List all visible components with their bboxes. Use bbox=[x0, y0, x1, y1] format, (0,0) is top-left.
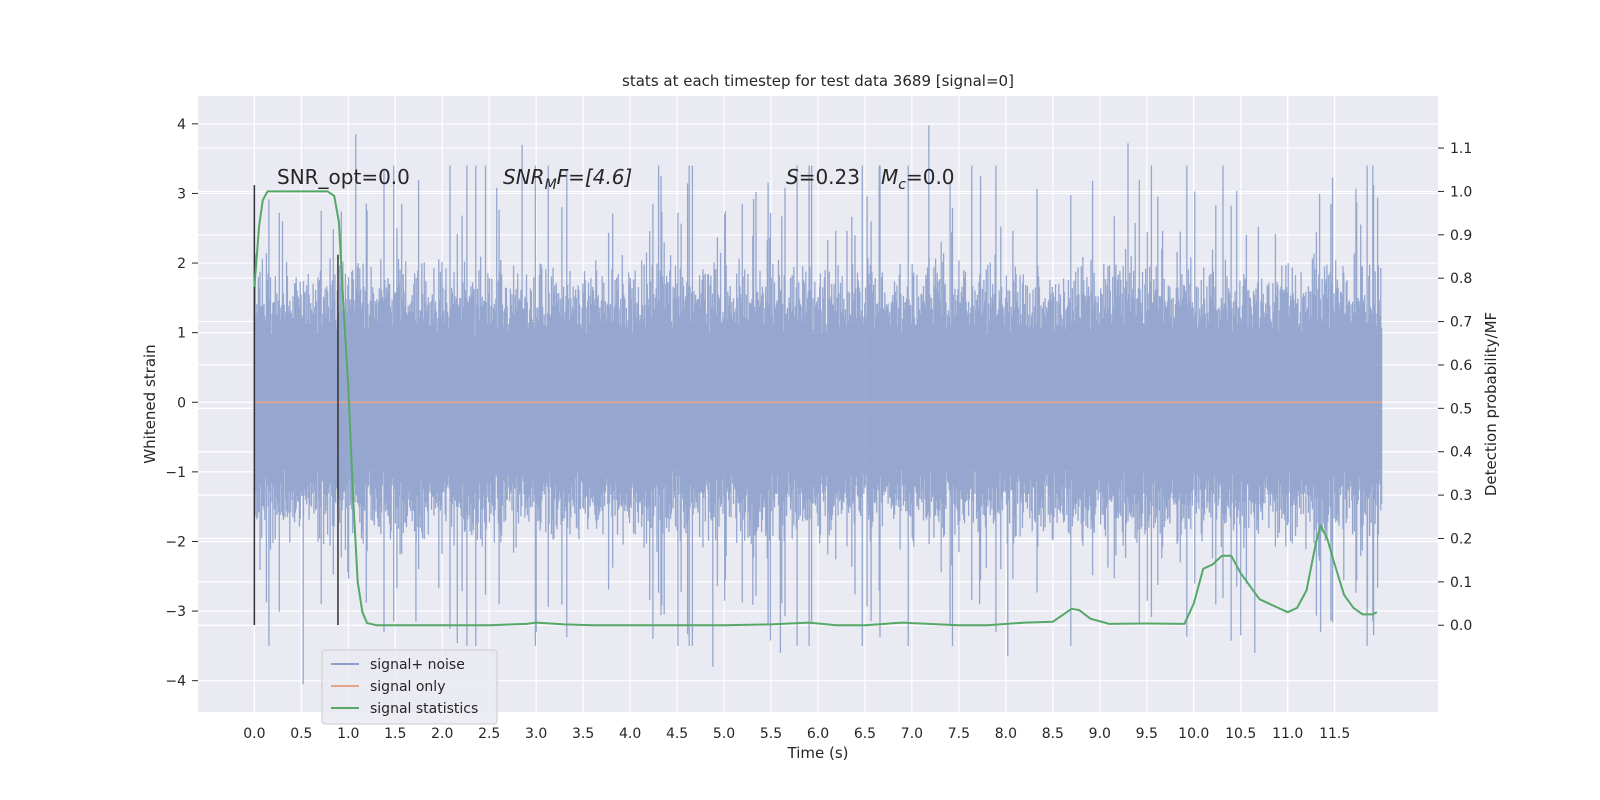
y2-tick-label: 0.8 bbox=[1450, 271, 1472, 287]
y2-tick-label: 0.0 bbox=[1450, 618, 1472, 634]
y-tick-label: 3 bbox=[177, 186, 186, 202]
x-tick-label: 4.5 bbox=[666, 726, 688, 742]
x-tick-label: 6.5 bbox=[854, 726, 876, 742]
snr-mf-value: F=[4.6] bbox=[557, 165, 633, 189]
x-tick-label: 0.5 bbox=[290, 726, 312, 742]
x-tick-label: 1.5 bbox=[384, 726, 406, 742]
y-tick-label: −1 bbox=[165, 465, 186, 481]
y2-tick-label: 0.3 bbox=[1450, 488, 1472, 504]
x-tick-label: 9.5 bbox=[1136, 726, 1158, 742]
legend-label-stats: signal statistics bbox=[370, 701, 478, 717]
x-tick-label: 6.0 bbox=[807, 726, 829, 742]
y2-tick-label: 0.1 bbox=[1450, 575, 1472, 591]
y2-tick-label: 0.6 bbox=[1450, 358, 1472, 374]
x-tick-label: 0.0 bbox=[243, 726, 265, 742]
x-tick-label: 7.0 bbox=[901, 726, 923, 742]
x-tick-label: 10.0 bbox=[1178, 726, 1209, 742]
x-tick-label: 8.5 bbox=[1042, 726, 1064, 742]
snr-mf-annotation: SNRMF=[4.6] bbox=[503, 165, 632, 193]
s-value: =0.23 bbox=[799, 165, 860, 189]
y-tick-label: −3 bbox=[165, 604, 186, 620]
x-tick-label: 11.5 bbox=[1319, 726, 1350, 742]
x-tick-label: 5.5 bbox=[760, 726, 782, 742]
mc-annotation: Mc=0.0 bbox=[881, 165, 955, 193]
x-tick-label: 1.0 bbox=[337, 726, 359, 742]
x-tick-label: 3.0 bbox=[525, 726, 547, 742]
x-tick-label: 4.0 bbox=[619, 726, 641, 742]
legend: signal+ noise signal only signal statist… bbox=[321, 649, 498, 725]
y2-tick-label: 1.0 bbox=[1450, 184, 1472, 200]
legend-box bbox=[321, 649, 498, 725]
snr-mf-symbol: SNR bbox=[503, 165, 545, 189]
signal-statistics-line bbox=[253, 190, 1378, 627]
y-tick-label: 2 bbox=[177, 256, 186, 272]
s-symbol: S bbox=[786, 165, 799, 189]
y-axis-label: Whitened strain bbox=[141, 344, 159, 463]
y2-tick-label: 0.7 bbox=[1450, 315, 1472, 331]
legend-label-noise: signal+ noise bbox=[370, 657, 465, 673]
y-tick-label: 4 bbox=[177, 117, 186, 133]
y2-tick-label: 0.5 bbox=[1450, 401, 1472, 417]
x-tick-label: 10.5 bbox=[1225, 726, 1256, 742]
vertical-markers bbox=[253, 185, 339, 625]
x-tick-label: 8.0 bbox=[995, 726, 1017, 742]
mc-symbol: M bbox=[881, 165, 898, 189]
snr-mf-subscript: M bbox=[545, 177, 557, 193]
snr-opt-annotation: SNR_opt=0.0 bbox=[277, 165, 410, 189]
s-annotation: S=0.23 bbox=[786, 165, 860, 189]
tick-labels: 0.0 0.5 1.0 1.5 2.0 2.5 3.0 3.5 4.0 4.5 5.0 5.5 6.0 6… bbox=[165, 117, 1472, 742]
mc-subscript: c bbox=[898, 177, 906, 193]
y2-tick-label: 1.1 bbox=[1450, 141, 1472, 157]
y-tick-label: 1 bbox=[177, 326, 186, 342]
y2-tick-label: 0.4 bbox=[1450, 445, 1472, 461]
y2-axis-label: Detection probability/MF bbox=[1482, 312, 1500, 496]
y-tick-label: −2 bbox=[165, 534, 186, 550]
x-tick-label: 11.0 bbox=[1272, 726, 1303, 742]
x-tick-label: 2.5 bbox=[478, 726, 500, 742]
y-tick-label: −4 bbox=[165, 674, 186, 690]
x-tick-label: 3.5 bbox=[572, 726, 594, 742]
y-tick-label: 0 bbox=[177, 395, 186, 411]
y2-tick-label: 0.2 bbox=[1450, 531, 1472, 547]
x-tick-label: 5.0 bbox=[713, 726, 735, 742]
x-tick-label: 7.5 bbox=[948, 726, 970, 742]
mc-value: =0.0 bbox=[906, 165, 955, 189]
chart-title: stats at each timestep for test data 368… bbox=[622, 72, 1014, 90]
signal-statistics-series bbox=[253, 190, 1378, 627]
y2-tick-label: 0.9 bbox=[1450, 228, 1472, 244]
x-tick-label: 2.0 bbox=[431, 726, 453, 742]
x-tick-label: 9.0 bbox=[1089, 726, 1111, 742]
legend-label-signal: signal only bbox=[370, 679, 445, 695]
x-axis-label: Time (s) bbox=[787, 744, 849, 762]
